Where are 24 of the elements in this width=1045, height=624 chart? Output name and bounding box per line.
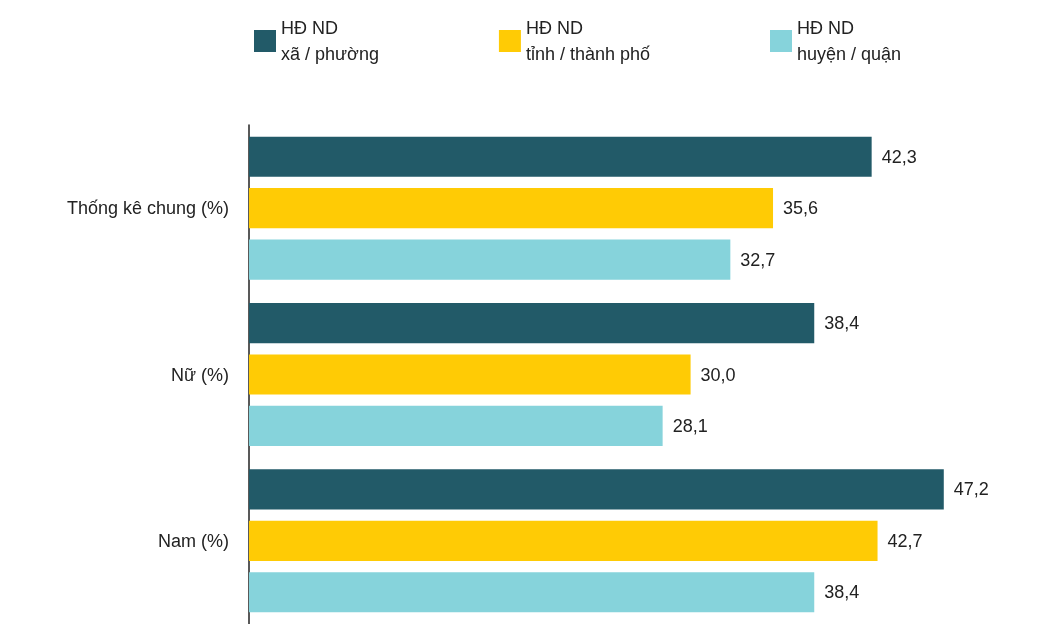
bar: [249, 354, 691, 395]
legend-label: HĐ ND huyện / quận: [797, 18, 902, 64]
data-label: 30,0: [700, 364, 736, 385]
bar: [249, 302, 815, 344]
bar: [249, 520, 878, 561]
data-label: 47,2: [953, 479, 989, 500]
legend-label: HĐ ND xã / phường: [281, 18, 379, 64]
y-tick-label: Nữ (%): [170, 364, 229, 385]
bar: [249, 405, 663, 447]
data-label: 42,7: [887, 530, 923, 551]
y-tick-label: Nam (%): [158, 530, 229, 551]
data-label: 38,4: [824, 582, 860, 603]
data-label: 42,3: [881, 146, 917, 167]
bar: [249, 469, 944, 510]
data-label: 38,4: [824, 313, 860, 334]
bar: [249, 572, 815, 613]
data-label: 28,1: [672, 415, 708, 436]
data-label: 32,7: [740, 249, 776, 270]
data-label: 35,6: [783, 198, 819, 219]
legend-label: HĐ ND tỉnh / thành phố: [525, 18, 651, 64]
bar: [249, 239, 731, 280]
y-tick-label: Thống kê chung (%): [66, 198, 229, 219]
bar: [249, 136, 872, 177]
bar: [249, 188, 774, 229]
